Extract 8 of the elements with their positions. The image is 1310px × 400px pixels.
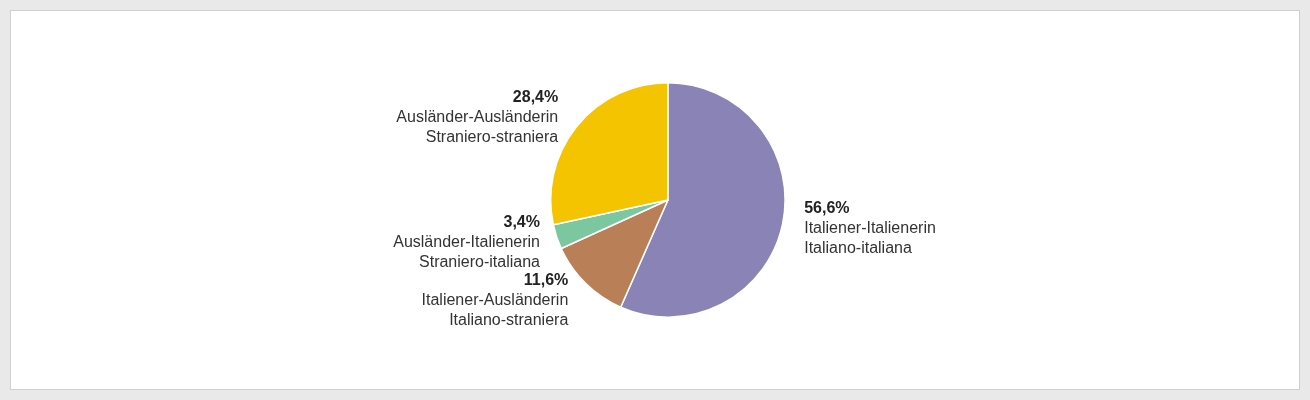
slice-label: Ausländer-Ausländerin Straniero-straniera — [396, 107, 559, 145]
slice-label: Italiener-Italienerin Italiano-italiana — [804, 218, 936, 256]
data-label: 28,4% — [512, 87, 559, 105]
slice-label: Ausländer-Italienerin Straniero-italiana — [393, 233, 541, 271]
slice-label: Italiener-Ausländerin Italiano-straniera — [421, 291, 569, 329]
data-label: 11,6% — [523, 271, 569, 289]
data-label: 3,4% — [503, 213, 540, 231]
data-label: 56,6% — [804, 198, 850, 216]
